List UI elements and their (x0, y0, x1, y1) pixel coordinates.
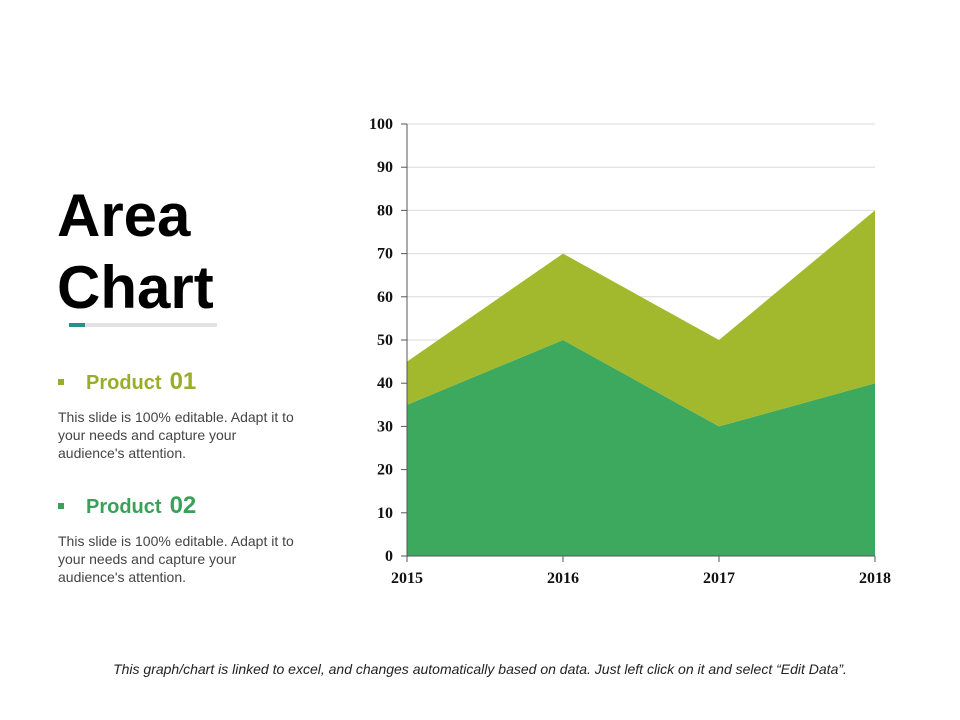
y-tick-label-40: 40 (377, 375, 393, 392)
slide-title-line1: Area (57, 182, 191, 249)
product-01-number: 01 (169, 368, 197, 395)
y-tick-label-0: 0 (385, 548, 393, 565)
y-tick-label-30: 30 (377, 418, 393, 435)
y-tick-label-90: 90 (377, 159, 393, 176)
product-01-bullet-icon (58, 379, 64, 385)
x-tick-label-2015: 2015 (391, 570, 423, 587)
title-divider-accent (69, 323, 85, 327)
area-product-01 (407, 210, 875, 427)
x-tick-label-2016: 2016 (547, 570, 579, 587)
y-tick-label-80: 80 (377, 202, 393, 219)
title-divider (69, 323, 217, 327)
product-02-description: This slide is 100% editable. Adapt it to… (58, 533, 294, 585)
product-02-number: 02 (169, 492, 197, 519)
x-tick-label-2017: 2017 (703, 570, 735, 587)
slide-title-line2: Chart (57, 254, 214, 321)
y-tick-label-50: 50 (377, 332, 393, 349)
product-01-description: This slide is 100% editable. Adapt it to… (58, 409, 294, 461)
y-tick-label-100: 100 (369, 116, 393, 133)
footer-note: This graph/chart is linked to excel, and… (113, 661, 847, 677)
area-product-02 (407, 340, 875, 556)
product-02-bullet-icon (58, 503, 64, 509)
slide-title: Area Chart (57, 180, 214, 324)
product-01-name: Product (86, 372, 162, 394)
x-tick-label-2018: 2018 (859, 570, 891, 587)
y-tick-label-10: 10 (377, 505, 393, 522)
product-02-block: Product 02 This slide is 100% editable. … (58, 492, 308, 586)
y-tick-label-20: 20 (377, 462, 393, 479)
product-02-name: Product (86, 496, 162, 518)
product-01-block: Product 01 This slide is 100% editable. … (58, 368, 308, 462)
y-tick-label-70: 70 (377, 246, 393, 263)
y-tick-label-60: 60 (377, 289, 393, 306)
